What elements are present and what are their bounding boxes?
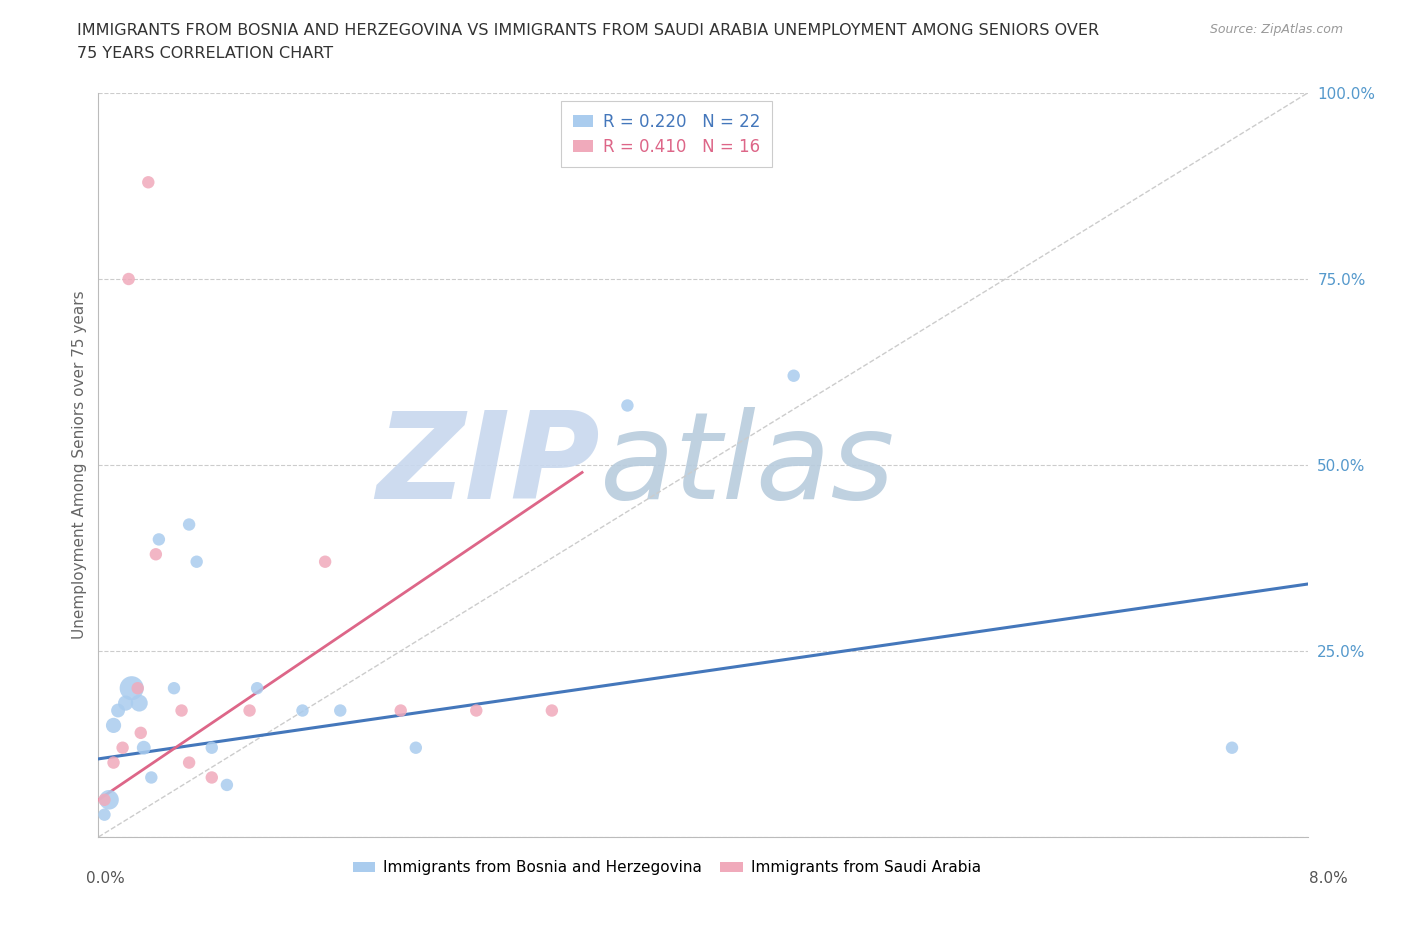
- Point: [127, 681, 149, 696]
- Point: [114, 696, 136, 711]
- Point: [201, 740, 224, 755]
- Point: [405, 740, 427, 755]
- Point: [141, 770, 163, 785]
- Text: atlas: atlas: [600, 406, 896, 524]
- Point: [98, 792, 121, 807]
- Point: [128, 696, 150, 711]
- Legend: Immigrants from Bosnia and Herzegovina, Immigrants from Saudi Arabia: Immigrants from Bosnia and Herzegovina, …: [346, 855, 987, 882]
- Point: [103, 755, 125, 770]
- Point: [465, 703, 488, 718]
- Point: [329, 703, 352, 718]
- Text: Source: ZipAtlas.com: Source: ZipAtlas.com: [1209, 23, 1343, 36]
- Point: [107, 703, 129, 718]
- Point: [314, 554, 336, 569]
- Point: [179, 517, 201, 532]
- Point: [179, 755, 201, 770]
- Text: 8.0%: 8.0%: [1309, 871, 1348, 886]
- Point: [389, 703, 412, 718]
- Point: [93, 792, 115, 807]
- Point: [136, 175, 159, 190]
- Point: [129, 725, 152, 740]
- Point: [782, 368, 804, 383]
- Point: [163, 681, 186, 696]
- Point: [103, 718, 125, 733]
- Point: [170, 703, 193, 718]
- Point: [93, 807, 115, 822]
- Point: [145, 547, 167, 562]
- Text: 75 YEARS CORRELATION CHART: 75 YEARS CORRELATION CHART: [77, 46, 333, 61]
- Text: ZIP: ZIP: [377, 406, 600, 524]
- Text: 0.0%: 0.0%: [86, 871, 125, 886]
- Point: [118, 272, 141, 286]
- Point: [215, 777, 238, 792]
- Text: IMMIGRANTS FROM BOSNIA AND HERZEGOVINA VS IMMIGRANTS FROM SAUDI ARABIA UNEMPLOYM: IMMIGRANTS FROM BOSNIA AND HERZEGOVINA V…: [77, 23, 1099, 38]
- Point: [121, 681, 143, 696]
- Point: [1220, 740, 1243, 755]
- Point: [132, 740, 155, 755]
- Y-axis label: Unemployment Among Seniors over 75 years: Unemployment Among Seniors over 75 years: [72, 291, 87, 639]
- Point: [540, 703, 562, 718]
- Point: [186, 554, 208, 569]
- Point: [111, 740, 134, 755]
- Point: [148, 532, 170, 547]
- Point: [246, 681, 269, 696]
- Point: [291, 703, 314, 718]
- Point: [616, 398, 638, 413]
- Point: [239, 703, 262, 718]
- Point: [201, 770, 224, 785]
